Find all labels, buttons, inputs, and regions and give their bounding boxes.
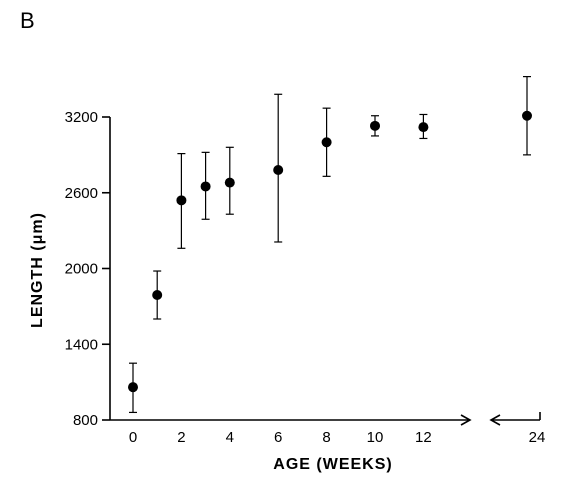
x-tick-label: 4 [226,429,234,446]
data-point [321,137,332,148]
x-tick-label: 12 [415,429,432,446]
data-point-group [321,107,332,177]
y-tick-label: 800 [73,412,98,429]
x-tick-label: 6 [274,429,282,446]
x-tick-label: 24 [529,429,546,446]
data-point [176,195,187,206]
chart-marks [128,75,532,414]
y-axis-title: LENGTH (μm) [29,212,46,328]
x-tick-label: 2 [177,429,185,446]
panel-label: B [20,8,35,33]
x-tick-label: 0 [129,429,137,446]
data-point-group [224,146,235,215]
x-axis-title: AGE (WEEKS) [273,456,392,473]
x-axis-arrow-right [460,414,472,426]
data-point-group [522,75,532,156]
x-axis-arrow-left [489,414,501,426]
data-point-group [128,362,138,414]
data-point [128,382,138,393]
data-point [370,120,380,131]
data-point [522,110,532,121]
data-point [273,165,284,176]
data-point-group [152,270,163,320]
data-point [152,290,163,301]
x-tick-label: 8 [322,429,330,446]
data-point-group [176,153,187,249]
data-point-group [273,93,284,243]
data-point [224,177,235,188]
data-point-group [418,113,429,140]
data-point [200,181,211,192]
data-point [418,122,429,133]
y-tick-label: 3200 [65,109,98,126]
x-tick-label: 10 [367,429,384,446]
y-tick-label: 2000 [65,261,98,278]
data-point-group [200,151,211,220]
y-tick-label: 1400 [65,336,98,353]
data-point-group [370,115,380,137]
y-tick-label: 2600 [65,185,98,202]
